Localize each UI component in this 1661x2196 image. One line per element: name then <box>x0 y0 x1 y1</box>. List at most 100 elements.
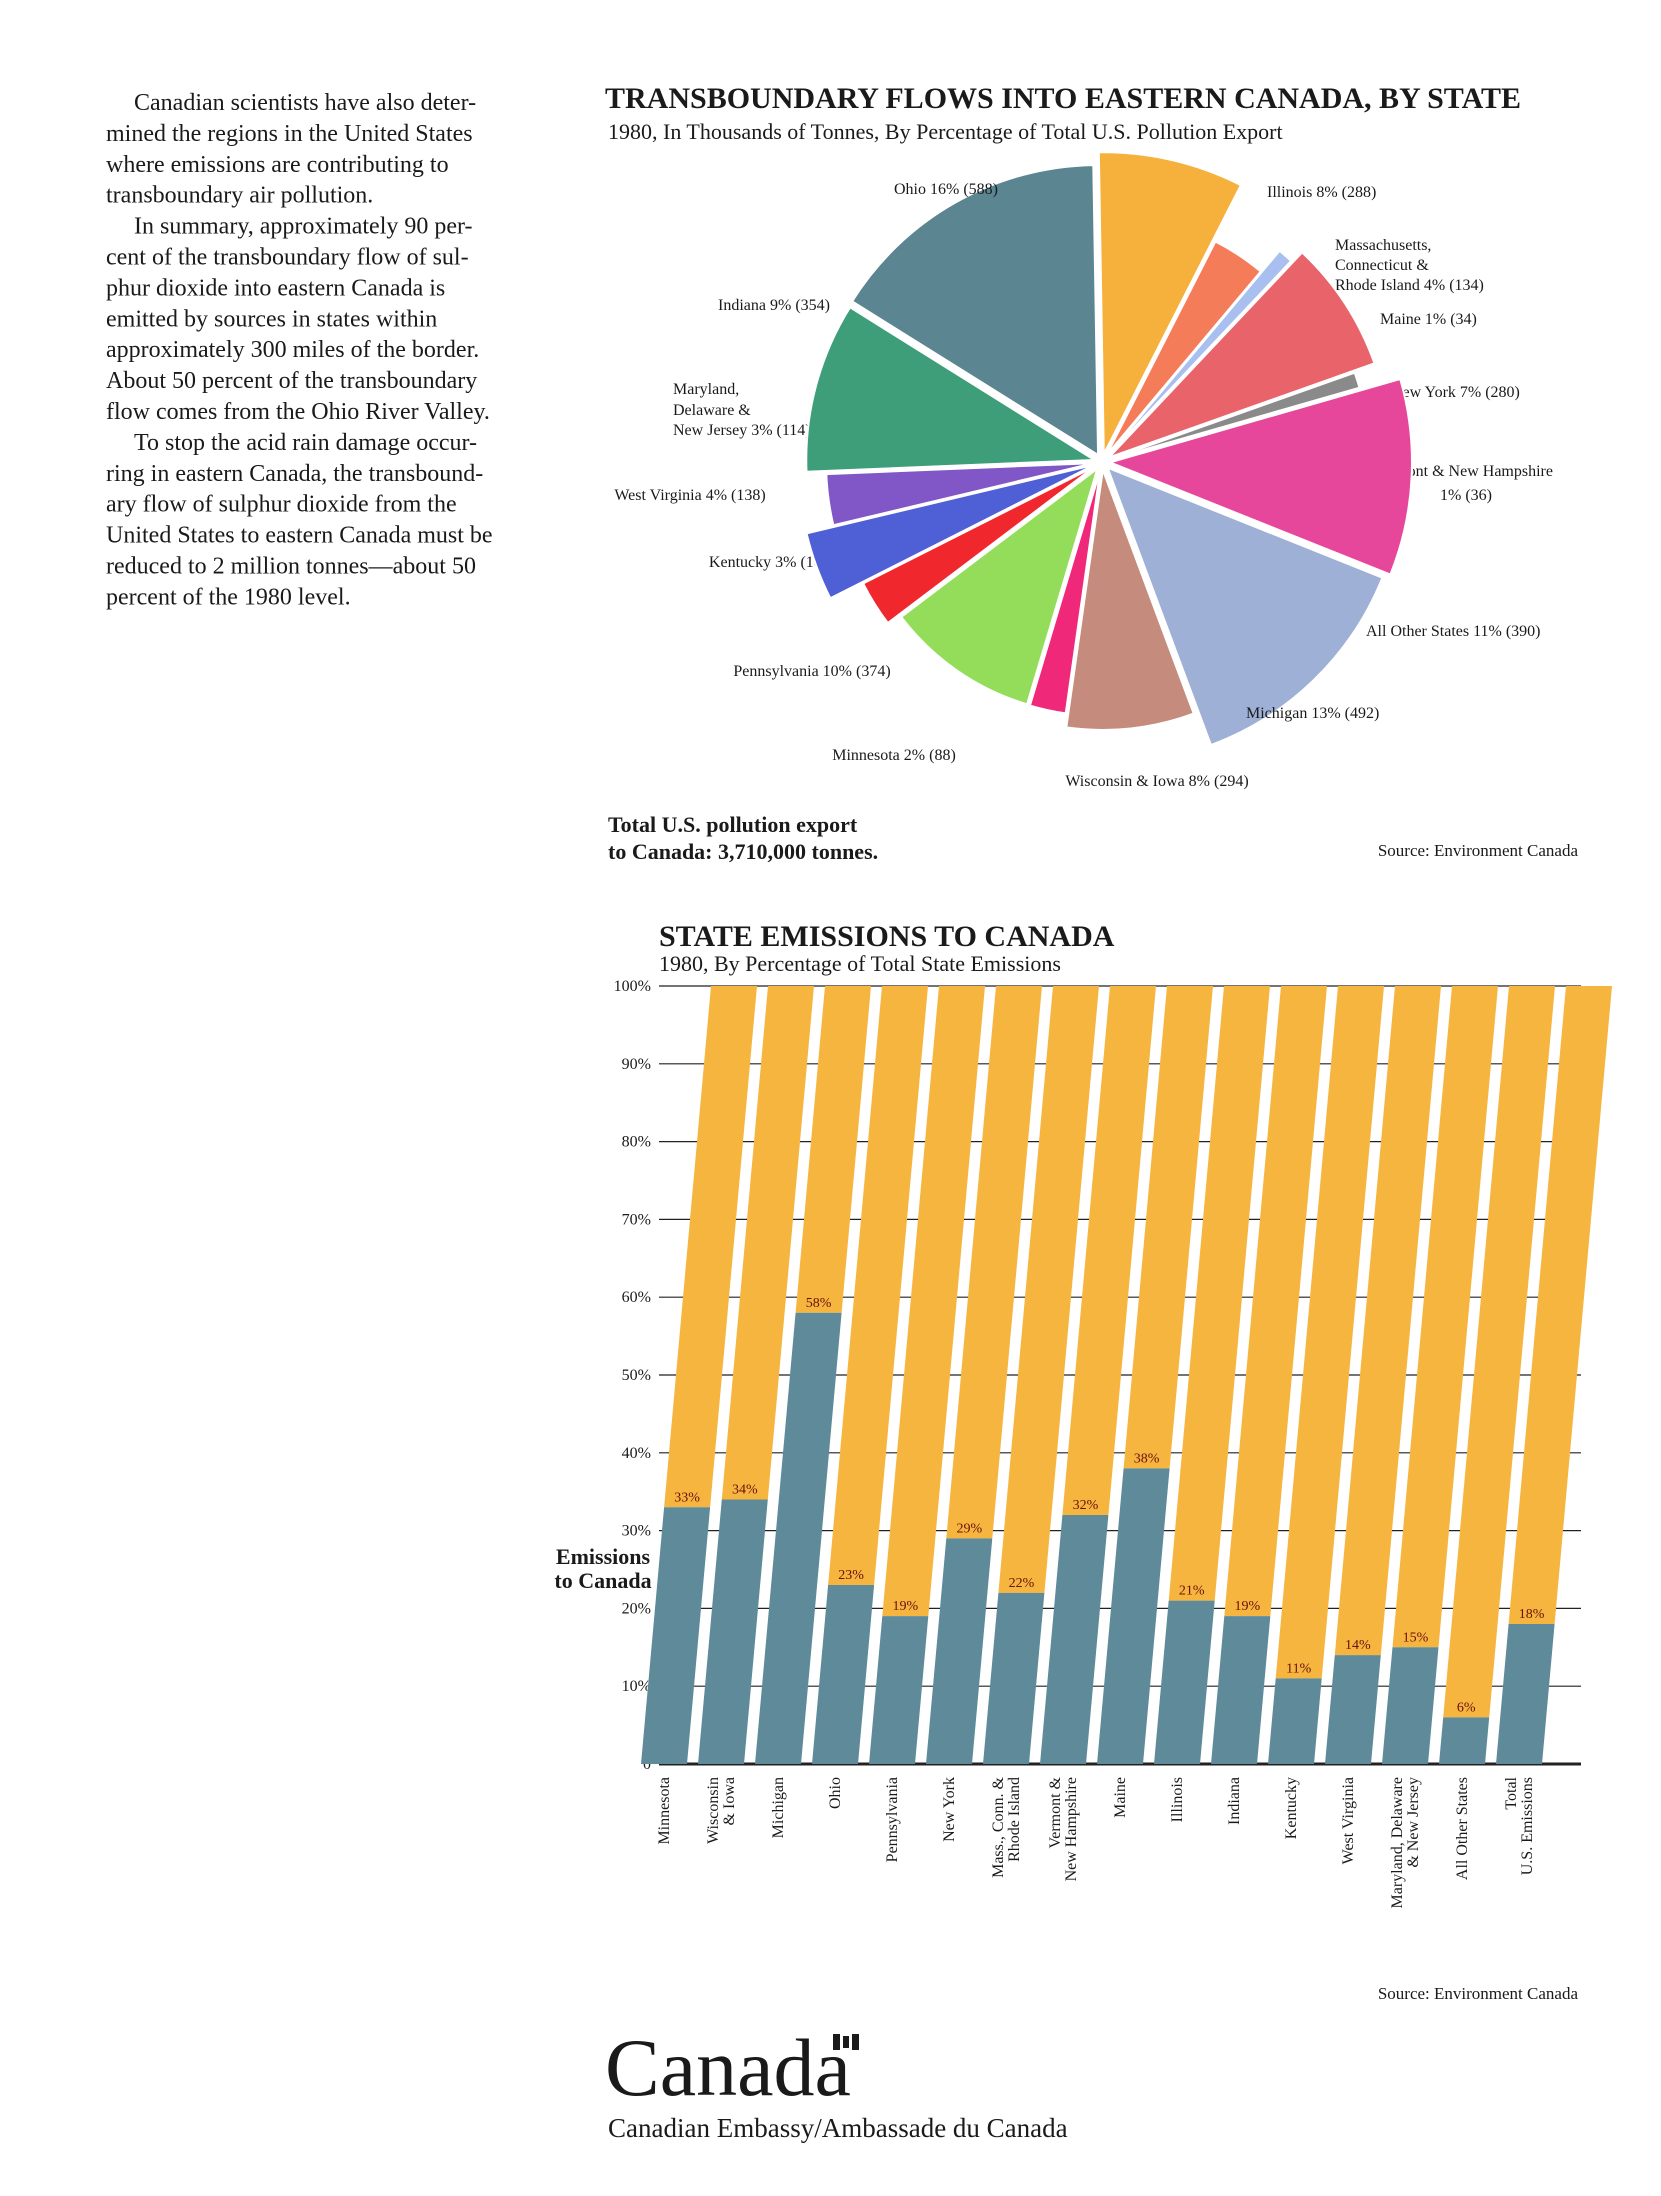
x-tick-label: Maine <box>1112 1777 1129 1818</box>
x-tick-label: Mass., Conn. & <box>990 1776 1007 1877</box>
x-tick-label: Pennsylvania <box>884 1777 901 1862</box>
pie-slice <box>805 463 1095 600</box>
body-text-line: cent of the transboundary flow of sul- <box>106 245 469 271</box>
x-tick-label: U.S. Emissions <box>1519 1777 1536 1875</box>
value-label: 19% <box>892 1599 918 1614</box>
slice-label: Connecticut & <box>1335 257 1429 274</box>
slice-label: West Virginia 4% (138) <box>614 487 765 504</box>
total-note: Total U.S. pollution export <box>608 812 858 837</box>
body-text-line: About 50 percent of the transboundary <box>106 368 477 394</box>
slice-label: Massachusetts, <box>1335 237 1431 254</box>
body-text-line: flow comes from the Ohio River Valley. <box>106 399 490 425</box>
value-label: 32% <box>1073 1498 1099 1513</box>
bar-remainder <box>828 986 928 1586</box>
body-text-line: percent of the 1980 level. <box>106 584 351 610</box>
y-tick-label: 70% <box>622 1211 651 1228</box>
body-text-line: ring in eastern Canada, the transbound- <box>106 461 483 487</box>
y-tick-label: 30% <box>622 1523 651 1540</box>
bar-remainder <box>882 986 985 1617</box>
slice-label: Wisconsin & Iowa 8% (294) <box>1065 773 1248 790</box>
value-label: 29% <box>956 1521 982 1536</box>
bar <box>1097 1468 1170 1764</box>
x-tick-label: Michigan <box>770 1777 787 1838</box>
value-label: 38% <box>1134 1451 1160 1466</box>
pie-slice <box>825 462 1095 527</box>
pie-slice <box>1106 249 1293 457</box>
bar-remainder <box>1062 986 1156 1516</box>
x-tick-label: Kentucky <box>1283 1777 1300 1839</box>
bar <box>1154 1600 1215 1764</box>
y-tick-label: 20% <box>622 1600 651 1617</box>
y-tick-label: 60% <box>622 1289 651 1306</box>
pie-slice <box>1107 250 1376 459</box>
y-axis-label: to Canada <box>554 1568 651 1593</box>
pie-slice <box>1097 151 1243 455</box>
value-label: 6% <box>1457 1700 1476 1715</box>
bar-remainder <box>1392 986 1498 1648</box>
pie-slice <box>1028 469 1102 715</box>
slice-label: Maryland, <box>673 381 739 398</box>
x-tick-label: Vermont & <box>1047 1776 1064 1848</box>
pie-slice <box>1105 465 1384 747</box>
body-text-line: emitted by sources in states within <box>106 306 437 332</box>
x-tick-label: All Other States <box>1454 1777 1471 1880</box>
x-tick-label: Maryland, Delaware <box>1389 1777 1406 1909</box>
body-text-line: To stop the acid rain damage occur- <box>134 430 477 456</box>
x-tick-label: Illinois <box>1169 1777 1186 1822</box>
value-label: 18% <box>1519 1607 1545 1622</box>
slice-label: Rhode Island 4% (134) <box>1335 277 1484 294</box>
bar <box>755 1312 842 1764</box>
body-text-line: ary flow of sulphur dioxide from the <box>106 492 457 518</box>
value-label: 22% <box>1009 1576 1035 1591</box>
x-tick-label: & Iowa <box>721 1777 738 1825</box>
bar-remainder <box>1168 986 1270 1601</box>
value-label: 33% <box>674 1490 700 1505</box>
bar <box>641 1507 711 1764</box>
bar <box>1382 1647 1439 1764</box>
chart-title: STATE EMISSIONS TO CANADA <box>659 920 1115 953</box>
value-label: 58% <box>806 1296 832 1311</box>
pie-slice <box>1065 469 1195 731</box>
embassy: Canadian Embassy/Ambassade du Canada <box>608 2113 1068 2143</box>
y-tick-label: 80% <box>622 1134 651 1151</box>
bar-remainder <box>946 986 1042 1539</box>
bar <box>926 1538 993 1764</box>
bar <box>1325 1655 1381 1764</box>
x-tick-label: New Hampshire <box>1063 1777 1080 1881</box>
chart-subtitle: 1980, In Thousands of Tonnes, By Percent… <box>608 119 1283 144</box>
bar <box>1496 1623 1555 1764</box>
bar <box>869 1616 929 1764</box>
body-text-line: United States to eastern Canada must be <box>106 523 493 549</box>
y-tick-label: 0 <box>643 1756 651 1773</box>
total-note: to Canada: 3,710,000 tonnes. <box>608 839 878 864</box>
slice-label: Ohio 16% (588) <box>894 181 998 198</box>
pie-slice <box>899 465 1100 706</box>
bar-remainder <box>1334 986 1441 1656</box>
slice-label: Vermont & New Hampshire <box>1373 463 1553 480</box>
value-label: 21% <box>1179 1584 1205 1599</box>
bar-remainder <box>1275 986 1384 1679</box>
slice-label: Delaware & <box>673 402 751 419</box>
value-label: 15% <box>1403 1630 1429 1645</box>
pie-slice <box>850 164 1100 457</box>
bar-remainder <box>721 986 814 1500</box>
body-text-line: mined the regions in the United States <box>106 121 473 147</box>
bar <box>698 1499 768 1764</box>
pie-slice <box>805 305 1098 473</box>
body-text-line: phur dioxide into eastern Canada is <box>106 275 445 301</box>
y-tick-label: 50% <box>622 1367 651 1384</box>
body-text-line: transboundary air pollution. <box>106 183 373 209</box>
slice-label: New Jersey 3% (114) <box>673 422 811 439</box>
slice-label: Pennsylvania 10% (374) <box>733 663 890 680</box>
bar <box>1439 1717 1490 1764</box>
bar-remainder <box>795 986 871 1313</box>
source: Source: Environment Canada <box>1378 841 1579 860</box>
x-tick-label: & New Jersey <box>1405 1777 1422 1868</box>
bar-remainder <box>1123 986 1213 1469</box>
slice-label: All Other States 11% (390) <box>1366 623 1540 640</box>
chart-title: TRANSBOUNDARY FLOWS INTO EASTERN CANADA,… <box>605 82 1521 115</box>
bar <box>812 1585 875 1764</box>
body-text-line: reduced to 2 million tonnes—about 50 <box>106 554 476 580</box>
x-tick-label: Ohio <box>827 1777 844 1809</box>
